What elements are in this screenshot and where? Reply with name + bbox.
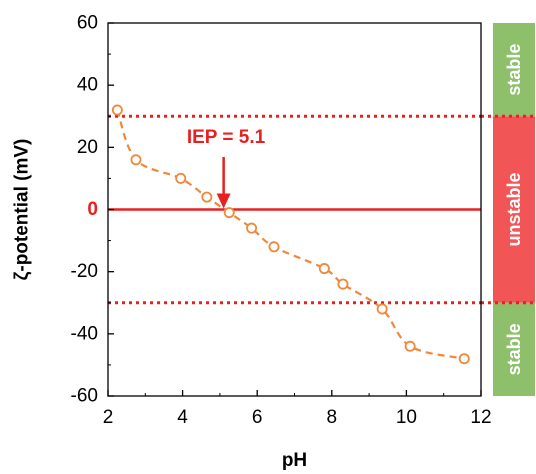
y-tick-label: 0 [87,199,98,220]
data-point [458,353,470,365]
x-tick-label: 12 [470,407,491,428]
y-axis-title: ζ-potential (mV) [12,139,33,281]
data-point [111,104,123,116]
data-point [201,191,213,203]
data-point [223,207,235,219]
data-points [111,104,470,365]
x-axis-title: pH [282,450,307,471]
y-tick-label: -40 [71,323,98,344]
trend-line [116,109,465,360]
data-point [376,303,388,315]
iep-annotation: IEP = 5.1 [187,127,266,209]
band-label: stable [504,323,524,375]
y-tick-label: 60 [77,13,98,34]
x-axis-ticks: 2 4 6 8 10 12 [103,390,492,428]
band-stable-0 [493,23,535,117]
y-tick-label: -60 [71,386,98,407]
x-tick-label: 2 [103,407,114,428]
x-tick-label: 6 [252,407,263,428]
data-point [130,154,142,166]
x-tick-label: 10 [396,407,417,428]
data-point [268,241,280,253]
x-tick-label: 8 [327,407,338,428]
stability-bands: stable unstable stable [493,23,535,396]
reference-lines [108,114,535,305]
iep-arrow-head [216,193,231,209]
data-point [175,172,187,184]
y-axis-ticks: 60 40 20 0 -20 -40 -60 [71,13,114,407]
band-stable-2 [493,302,535,396]
data-point [404,340,416,352]
iep-label: IEP = 5.1 [187,127,266,148]
y-tick-label: -20 [71,261,98,282]
y-tick-label: 20 [77,137,98,158]
band-unstable-1 [493,116,535,303]
x-tick-label: 4 [177,407,188,428]
band-label: stable [504,44,524,96]
data-point [318,263,330,275]
y-tick-label: 40 [77,75,98,96]
data-point [246,222,258,234]
data-point [337,278,349,290]
band-label: unstable [504,172,524,246]
